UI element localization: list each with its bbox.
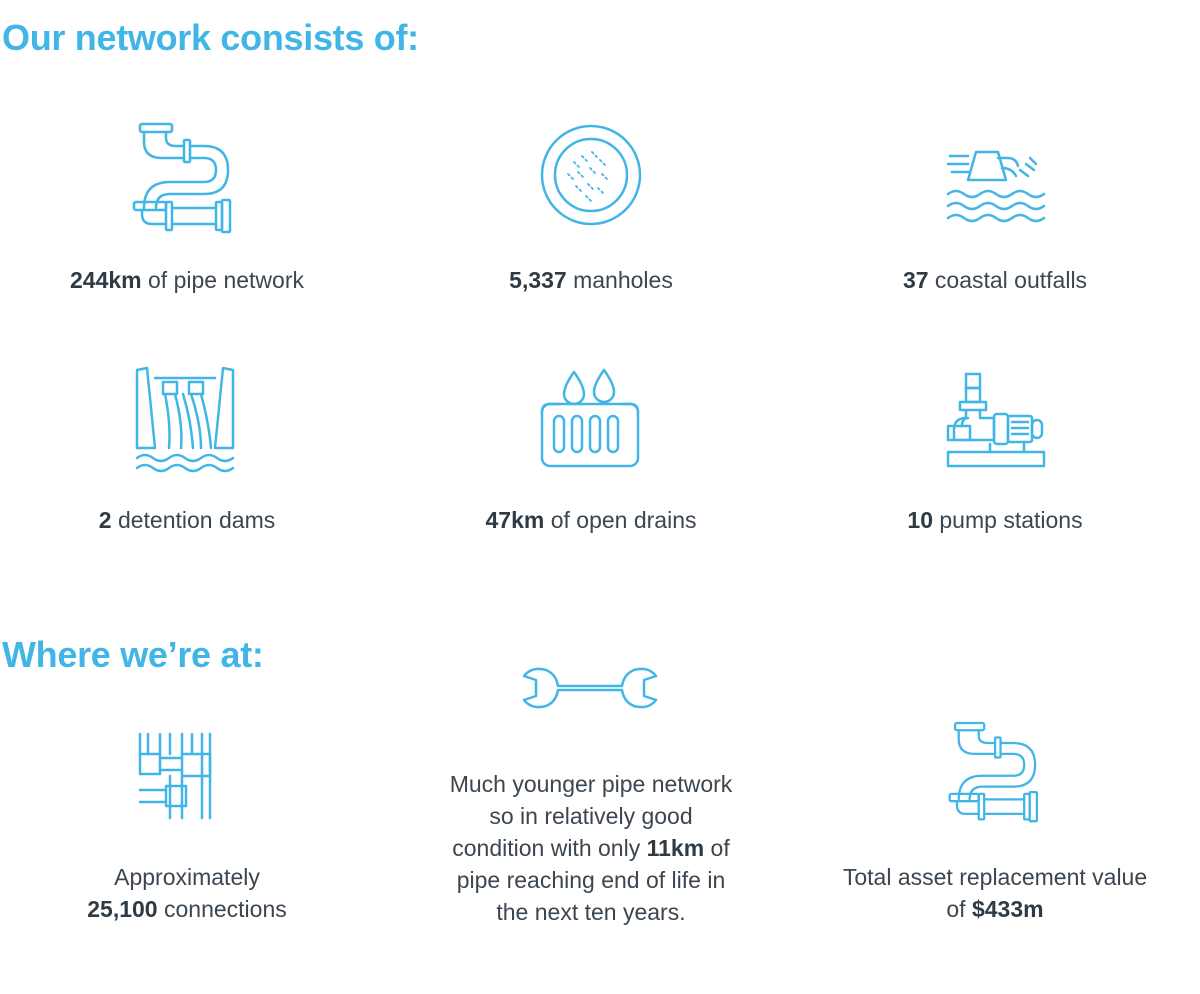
stat-line: of [710,835,730,861]
stat-label: manholes [573,267,673,293]
stat-detention-dams: 2 detention dams [7,504,367,536]
stat-replacement-value: Total asset replacement value of $433m [815,861,1175,925]
stat-label: detention dams [117,507,276,533]
stat-label: of pipe network [148,267,304,293]
stat-manholes: 5,337 manholes [411,264,771,296]
coastal-outfall-icon [946,148,1046,228]
pipe-connections-icon [136,730,216,820]
stat-value: 47km [485,507,545,533]
stat-open-drains: 47km of open drains [411,504,771,536]
stat-connections: Approximately 25,100 connections [7,861,367,925]
stat-line: Approximately [114,864,260,890]
manhole-icon [538,122,644,228]
stat-coastal-outfalls: 37 coastal outfalls [815,264,1175,296]
stat-line: so in relatively good [489,803,693,829]
status-heading: Where we’re at: [2,634,264,675]
stat-line: of [946,896,966,922]
pipe-icon [130,118,240,240]
stat-pipe-condition: Much younger pipe network so in relative… [411,768,771,928]
stat-pipe-network: 244km of pipe network [7,264,367,296]
stat-line: pipe reaching end of life in [456,867,726,893]
network-heading: Our network consists of: [2,17,419,58]
stat-line: condition with only [452,835,641,861]
stat-line: Much younger pipe network [449,771,733,797]
stat-value: 37 [902,267,929,293]
stat-value: $433m [971,896,1044,922]
stat-value: 244km [70,267,142,293]
stat-value: 25,100 [87,896,158,922]
stat-line: the next ten years. [496,899,686,925]
detention-dam-icon [133,364,237,474]
stat-value: 5,337 [509,267,567,293]
stat-label: connections [164,896,287,922]
wrench-icon [520,666,660,718]
stat-label: of open drains [550,507,697,533]
stat-value: 2 [98,507,112,533]
pump-station-icon [946,370,1046,472]
stat-value: 10 [907,507,933,533]
stat-pump-stations: 10 pump stations [815,504,1175,536]
stat-label: pump stations [939,507,1083,533]
open-drain-icon [538,368,642,470]
stat-label: coastal outfalls [934,267,1088,293]
stat-value: 11km [646,835,705,861]
pipe-icon [946,716,1046,830]
stat-line: Total asset replacement value [842,864,1148,890]
